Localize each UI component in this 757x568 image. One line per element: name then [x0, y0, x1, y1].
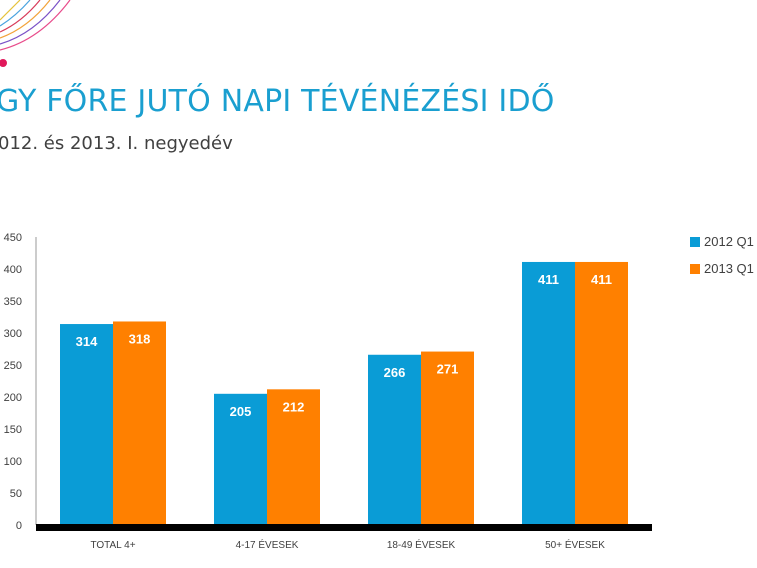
- legend-label: 2012 Q1: [704, 234, 754, 249]
- bar-2013: [575, 261, 628, 525]
- y-tick-label: 150: [4, 424, 22, 436]
- y-tick-label: 300: [4, 328, 22, 340]
- data-label: 318: [129, 331, 151, 346]
- data-label: 205: [230, 404, 252, 419]
- page-title: GY FŐRE JUTÓ NAPI TÉVÉNÉZÉSI IDŐ: [0, 84, 555, 119]
- bar-2013: [421, 351, 474, 525]
- page-subtitle: 012. és 2013. I. negyedév: [0, 133, 233, 154]
- y-tick-label: 0: [16, 520, 22, 532]
- bar-2012: [214, 393, 267, 525]
- data-label: 411: [538, 272, 559, 287]
- x-tick-label: 4-17 ÉVESEK: [236, 538, 299, 551]
- legend-label: 2013 Q1: [704, 261, 754, 276]
- decorative-arcs: [0, 0, 71, 67]
- x-tick-label: 50+ ÉVESEK: [545, 538, 605, 551]
- legend-swatch: [690, 236, 700, 247]
- chart-legend: 2012 Q1 2013 Q1: [690, 228, 754, 282]
- y-tick-label: 100: [4, 456, 22, 468]
- x-axis-baseline: [36, 524, 652, 531]
- data-label: 271: [437, 362, 459, 377]
- bar-2012: [522, 261, 575, 525]
- bar-2013: [267, 389, 320, 525]
- data-label: 212: [283, 399, 305, 414]
- bar-2013: [113, 321, 166, 525]
- y-tick-label: 400: [4, 264, 22, 276]
- legend-item: 2013 Q1: [690, 255, 754, 282]
- data-label: 266: [384, 365, 406, 380]
- y-tick-label: 350: [4, 296, 22, 308]
- data-label: 411: [591, 272, 612, 287]
- data-label: 314: [76, 334, 98, 349]
- y-tick-label: 450: [4, 232, 22, 244]
- x-tick-label: TOTAL 4+: [90, 540, 135, 551]
- y-tick-label: 250: [4, 360, 22, 372]
- y-tick-label: 200: [4, 392, 22, 404]
- bar-2012: [60, 324, 113, 525]
- y-tick-label: 50: [10, 488, 22, 500]
- bar-2012: [368, 354, 421, 525]
- legend-item: 2012 Q1: [690, 228, 754, 255]
- legend-swatch: [690, 263, 700, 274]
- x-tick-label: 18-49 ÉVESEK: [387, 538, 456, 551]
